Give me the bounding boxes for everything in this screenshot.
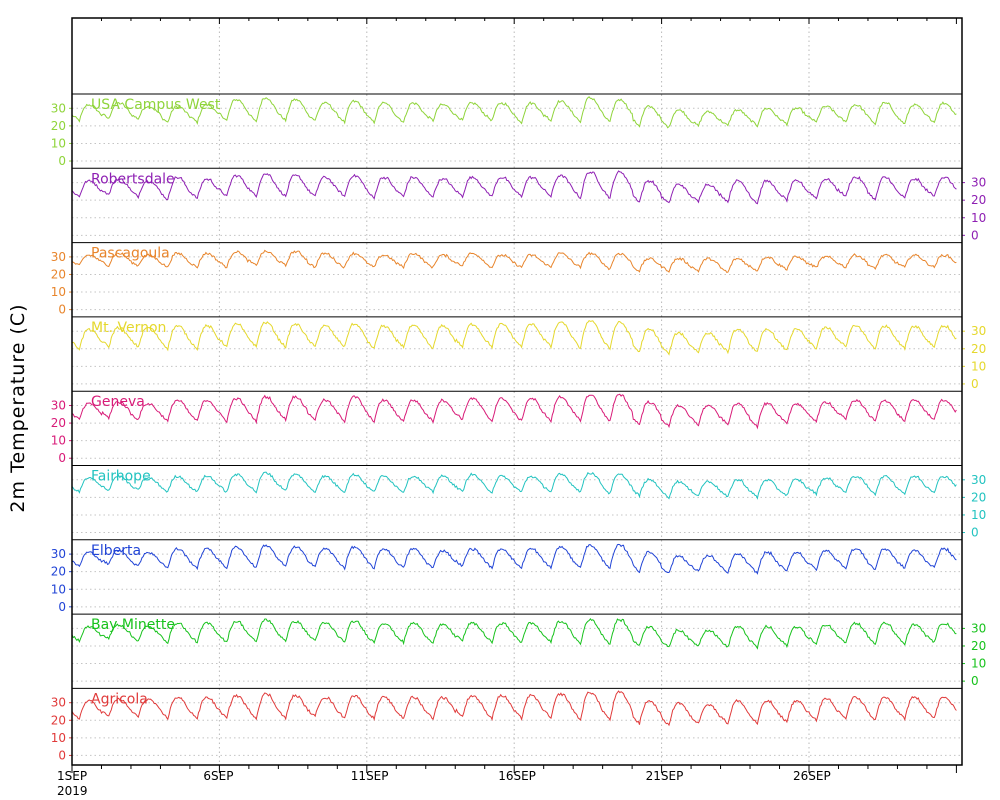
y-tick-label: 0 [58,600,66,614]
station-label: Fairhope [91,469,151,485]
station-label: Mt. Vernon [91,320,166,336]
y-tick-label: 0 [971,526,979,540]
y-tick-label: 20 [971,639,986,653]
y-tick-label: 0 [971,674,979,688]
station-label: Elberta [91,543,141,559]
plot-frame [71,17,963,766]
y-tick-label: 30 [51,547,66,561]
y-tick-label: 10 [971,508,986,522]
series-line [71,170,957,205]
y-tick-label: 10 [51,582,66,596]
y-tick-label: 0 [58,451,66,465]
y-tick-label: 30 [51,399,66,413]
series-layer [71,96,957,727]
station-label: Bay Minette [91,617,175,633]
y-tick-label: 30 [51,101,66,115]
y-tick-label: 10 [971,657,986,671]
station-label: Geneva [91,394,145,410]
station-labels: USA Campus West Robertsdale Pascagoula Mt. … [91,97,221,707]
series-line [71,96,957,129]
x-tick-label: 6SEP [203,769,233,783]
y-tick-label: 10 [51,136,66,150]
y-tick-label: 0 [58,748,66,762]
y-tick-label: 0 [58,154,66,168]
y-tick-label: 0 [971,377,979,391]
y-tick-label: 30 [971,176,986,190]
station-label: Pascagoula [91,246,170,262]
series-line [71,471,957,500]
series-line [71,543,957,575]
station-label: Agricola [91,691,148,707]
y-tick-label: 10 [971,211,986,225]
series-line [71,690,957,727]
panel-separators [72,93,962,689]
y-tick-label: 20 [51,713,66,727]
y-tick-label: 30 [971,621,986,635]
y-tick-label: 20 [51,267,66,281]
x-tick-label: 11SEP [351,769,389,783]
x-tick-label: 16SEP [498,769,536,783]
y-tick-label: 20 [971,490,986,504]
y-tick-label: 10 [51,731,66,745]
x-tick-label: 26SEP [793,769,831,783]
series-line [71,617,957,650]
series-line [71,393,957,430]
station-label: Robertsdale [91,171,175,187]
series-line [71,320,957,356]
y-tick-label: 0 [971,228,979,242]
y-tick-label: 20 [51,416,66,430]
y-tick-label: 0 [58,303,66,317]
y-tick-label: 20 [971,342,986,356]
y-tick-label: 30 [51,250,66,264]
y-tick-label: 30 [971,324,986,338]
y-tick-label: 10 [971,359,986,373]
series-line [71,249,957,273]
y-axis-label: 2m Temperature (C) [7,303,29,512]
y-tick-label: 30 [51,696,66,710]
y-tick-label: 10 [51,434,66,448]
y-tick-label: 30 [971,473,986,487]
y-tick-label: 20 [971,193,986,207]
x-tick-label: 21SEP [646,769,684,783]
x-axis-year: 2019 [57,784,88,798]
station-label: USA Campus West [91,97,221,113]
x-axis: 1SEP 6SEP 11SEP 16SEP 21SEP 26SEP [57,18,957,783]
x-tick-label: 1SEP [57,769,87,783]
y-tick-label: 20 [51,119,66,133]
y-tick-label: 10 [51,285,66,299]
y-ticks: 0 10 20 30 0 10 20 30 0 10 20 30 0 10 20 30 0 10 20 30 0 10 20… [51,101,987,762]
y-tick-label: 20 [51,565,66,579]
